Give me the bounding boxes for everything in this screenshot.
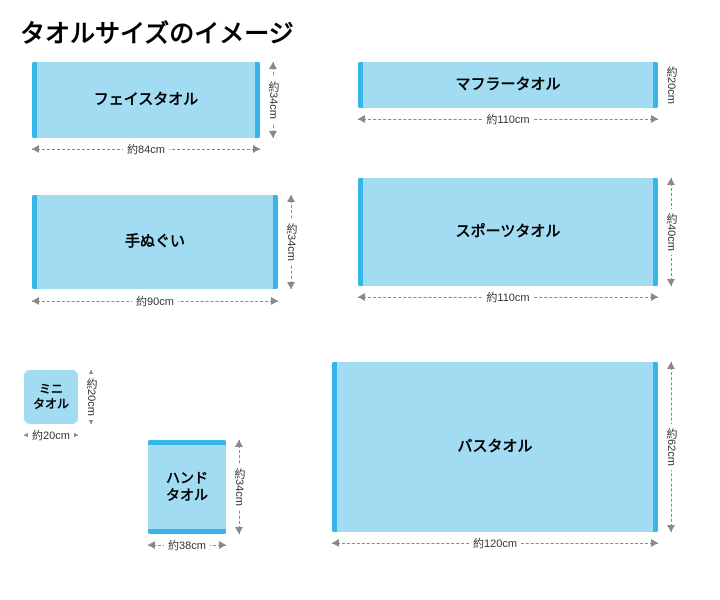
towel-bath: バスタオル [332,362,658,532]
dim-width-bath: 約120cm [332,536,658,550]
dim-width-mini: 約20cm [24,428,78,442]
dim-height-face: 約34cm [266,62,280,138]
dim-width-label: 約20cm [28,427,74,443]
towel-label: ハンドタオル [166,470,208,505]
towel-sports: スポーツタオル [358,178,658,286]
towel-label: マフラータオル [455,76,560,95]
towel-label: スポーツタオル [456,223,561,242]
page-title: タオルサイズのイメージ [20,14,294,50]
dim-width-sports: 約110cm [358,290,658,304]
towel-label: バスタオル [457,438,532,457]
towel-muffler: マフラータオル [358,62,658,108]
dim-height-label: 約40cm [663,209,679,255]
towel-tenugui: 手ぬぐい [32,195,278,289]
dim-height-label: 約20cm [83,374,99,420]
towel-label: 手ぬぐい [125,233,185,252]
dim-height-sports: 約40cm [664,178,678,286]
dim-height-tenugui: 約34cm [284,195,298,289]
dim-height-mini: 約20cm [84,370,98,424]
towel-mini: ミニタオル [24,370,78,424]
dim-height-label: 約20cm [663,62,679,108]
dim-height-label: 約34cm [231,464,247,510]
dim-width-label: 約120cm [469,535,521,551]
towel-face: フェイスタオル [32,62,260,138]
dim-height-label: 約34cm [265,77,281,123]
dim-height-hand: 約34cm [232,440,246,534]
dim-width-label: 約38cm [164,537,210,553]
dim-width-label: 約84cm [123,141,169,157]
dim-width-hand: 約38cm [148,538,226,552]
dim-height-muffler: 約20cm [664,62,678,108]
towel-label: ミニタオル [33,382,69,412]
towel-hand: ハンドタオル [148,440,226,534]
dim-height-label: 約62cm [663,424,679,470]
dim-width-label: 約110cm [482,111,533,127]
dim-height-bath: 約62cm [664,362,678,532]
dim-width-label: 約110cm [482,289,533,305]
dim-height-label: 約34cm [283,219,299,265]
towel-label: フェイスタオル [94,91,199,110]
dim-width-tenugui: 約90cm [32,294,278,308]
dim-width-label: 約90cm [132,293,178,309]
dim-width-face: 約84cm [32,142,260,156]
dim-width-muffler: 約110cm [358,112,658,126]
